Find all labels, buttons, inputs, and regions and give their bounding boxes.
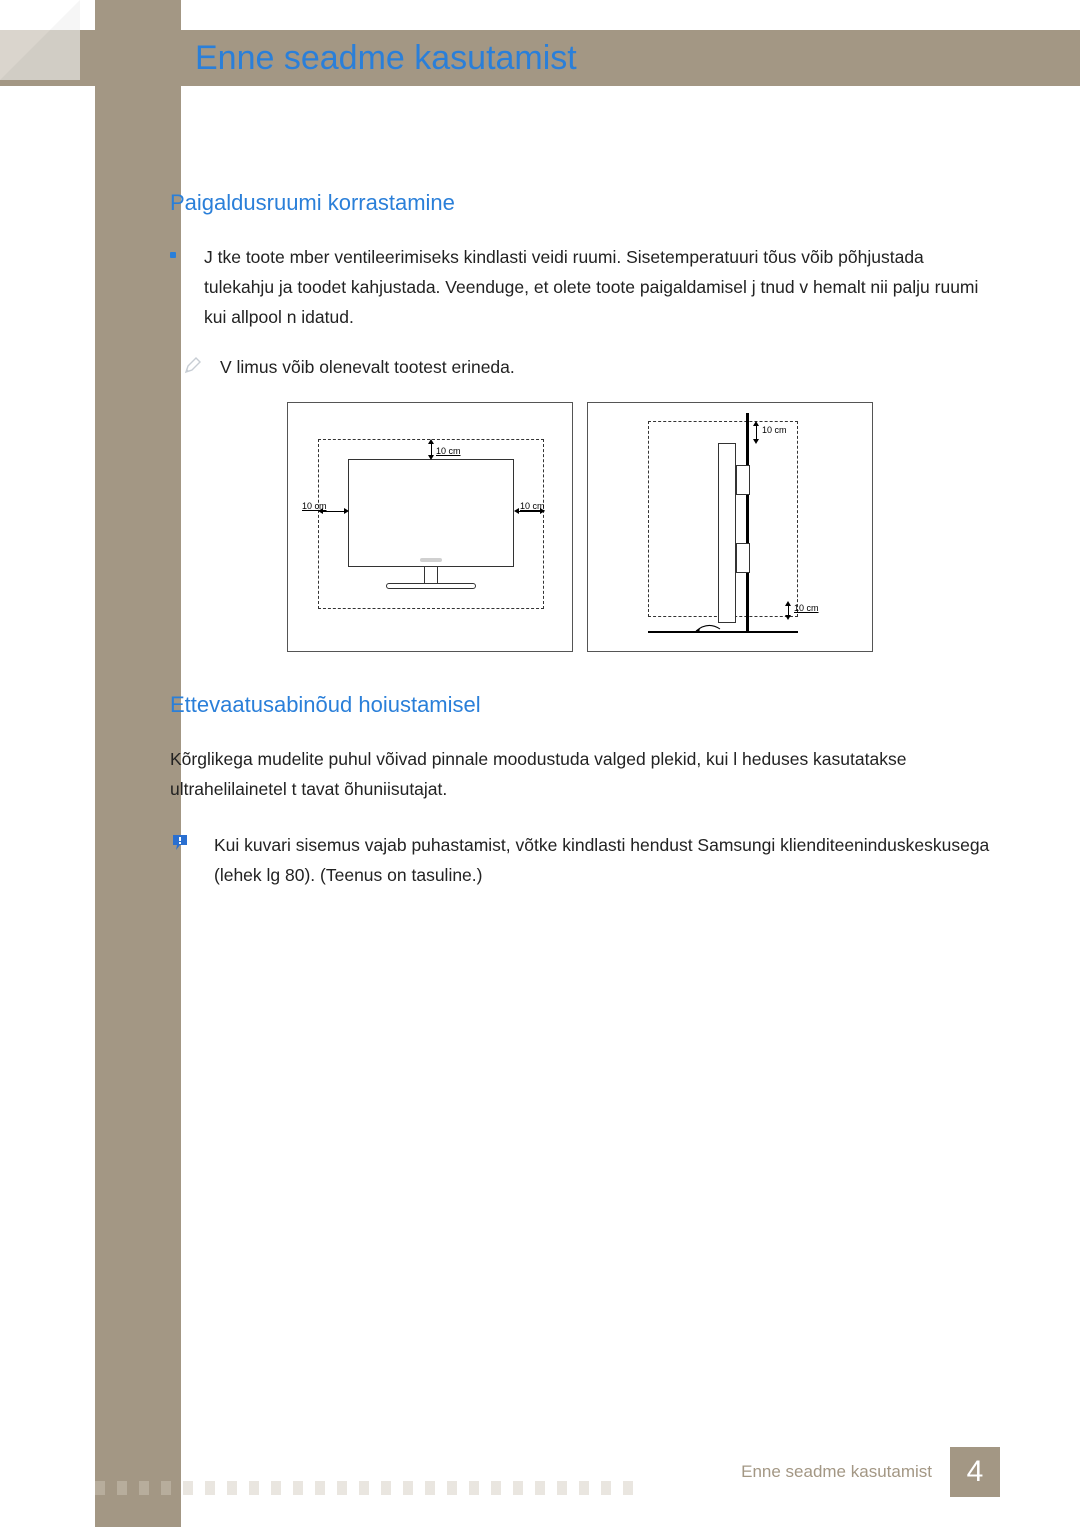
arrowhead-down3-icon	[785, 615, 791, 620]
mount-lower	[736, 543, 750, 573]
bullet-dot-icon	[170, 252, 176, 258]
content-area: Paigaldusruumi korrastamine J tke toote …	[170, 190, 990, 910]
arrowhead-up2-icon	[753, 421, 759, 426]
label-top: 10 cm	[436, 446, 461, 456]
warning-row: Kui kuvari sisemus vajab puhastamist, võ…	[170, 830, 990, 890]
arrowhead-up3-icon	[785, 601, 791, 606]
section-heading-2: Ettevaatusabinõud hoiustamisel	[170, 692, 990, 718]
diagram-front-view: 10 cm 10 cm 10 cm	[287, 402, 573, 652]
monitor-front	[348, 459, 514, 567]
note-row: V limus võib olenevalt tootest erineda.	[184, 352, 990, 382]
warning-icon	[170, 832, 190, 852]
arrow-left	[320, 511, 346, 512]
arrowhead-left2-icon	[514, 508, 519, 514]
wall-line	[746, 413, 749, 633]
mount-upper	[736, 465, 750, 495]
monitor-side	[718, 443, 736, 623]
footer-text: Enne seadme kasutamist	[741, 1462, 932, 1482]
left-sidebar-stripe	[95, 0, 181, 1527]
bullet-row: J tke toote mber ventileerimiseks kindla…	[170, 242, 990, 332]
label-bottom2: 10 cm	[794, 603, 819, 613]
page: Enne seadme kasutamist Paigaldusruumi ko…	[0, 0, 1080, 1527]
footer-decor-stripes	[95, 1481, 645, 1495]
arrowhead-right-icon	[344, 508, 349, 514]
section-heading-1: Paigaldusruumi korrastamine	[170, 190, 990, 216]
arrowhead-down2-icon	[753, 439, 759, 444]
label-left: 10 cm	[302, 501, 327, 511]
label-right: 10 cm	[520, 501, 545, 511]
bullet-text: J tke toote mber ventileerimiseks kindla…	[204, 242, 990, 332]
pencil-icon	[184, 356, 202, 374]
note-text: V limus võib olenevalt tootest erineda.	[220, 352, 515, 382]
diagram-group: 10 cm 10 cm 10 cm	[170, 402, 990, 652]
arrowhead-down-icon	[428, 455, 434, 460]
arrow-right	[516, 511, 542, 512]
label-top2: 10 cm	[762, 425, 787, 435]
monitor-logo-bar	[420, 558, 442, 562]
footer: Enne seadme kasutamist 4	[741, 1447, 1000, 1497]
monitor-stand-base	[386, 583, 476, 589]
chapter-title: Enne seadme kasutamist	[195, 30, 577, 86]
curve-arrow-icon	[694, 621, 722, 635]
section2-body: Kõrglikega mudelite puhul võivad pinnale…	[170, 744, 990, 804]
floor-line	[648, 631, 798, 633]
monitor-stand-neck	[424, 567, 438, 583]
diagram-side-view: 10 cm 10 cm	[587, 402, 873, 652]
arrowhead-up-icon	[428, 439, 434, 444]
warning-text: Kui kuvari sisemus vajab puhastamist, võ…	[214, 830, 990, 890]
corner-fold-decor	[0, 0, 80, 80]
footer-page-number: 4	[950, 1447, 1000, 1497]
